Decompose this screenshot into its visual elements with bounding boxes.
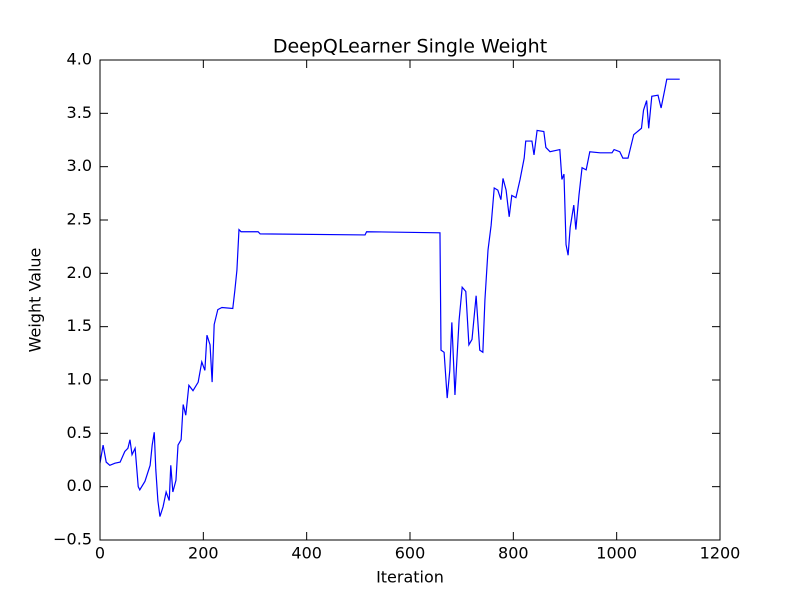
x-tick-label: 0: [95, 544, 105, 563]
data-line: [99, 78, 680, 517]
x-tick-label: 1000: [596, 544, 637, 563]
x-tick-label: 600: [395, 544, 426, 563]
x-tick-label: 800: [498, 544, 529, 563]
y-tick-label: 1.0: [67, 370, 92, 389]
y-tick-label: 2.0: [67, 263, 92, 282]
y-tick-label: 2.5: [67, 210, 92, 229]
y-tick-label: 0.0: [67, 476, 92, 495]
chart-title: DeepQLearner Single Weight: [273, 36, 547, 58]
x-tick-label: 400: [291, 544, 322, 563]
x-axis-label: Iteration: [376, 568, 444, 587]
x-tick-label: 1200: [700, 544, 741, 563]
y-tick-label: 3.5: [67, 103, 92, 122]
y-tick-label: −0.5: [53, 530, 92, 549]
x-tick-label: 200: [188, 544, 219, 563]
y-tick-label: 0.5: [67, 423, 92, 442]
y-tick-label: 3.0: [67, 156, 92, 175]
y-tick-label: 4.0: [67, 50, 92, 69]
y-tick-label: 1.5: [67, 316, 92, 335]
y-axis-label: Weight Value: [26, 248, 45, 353]
